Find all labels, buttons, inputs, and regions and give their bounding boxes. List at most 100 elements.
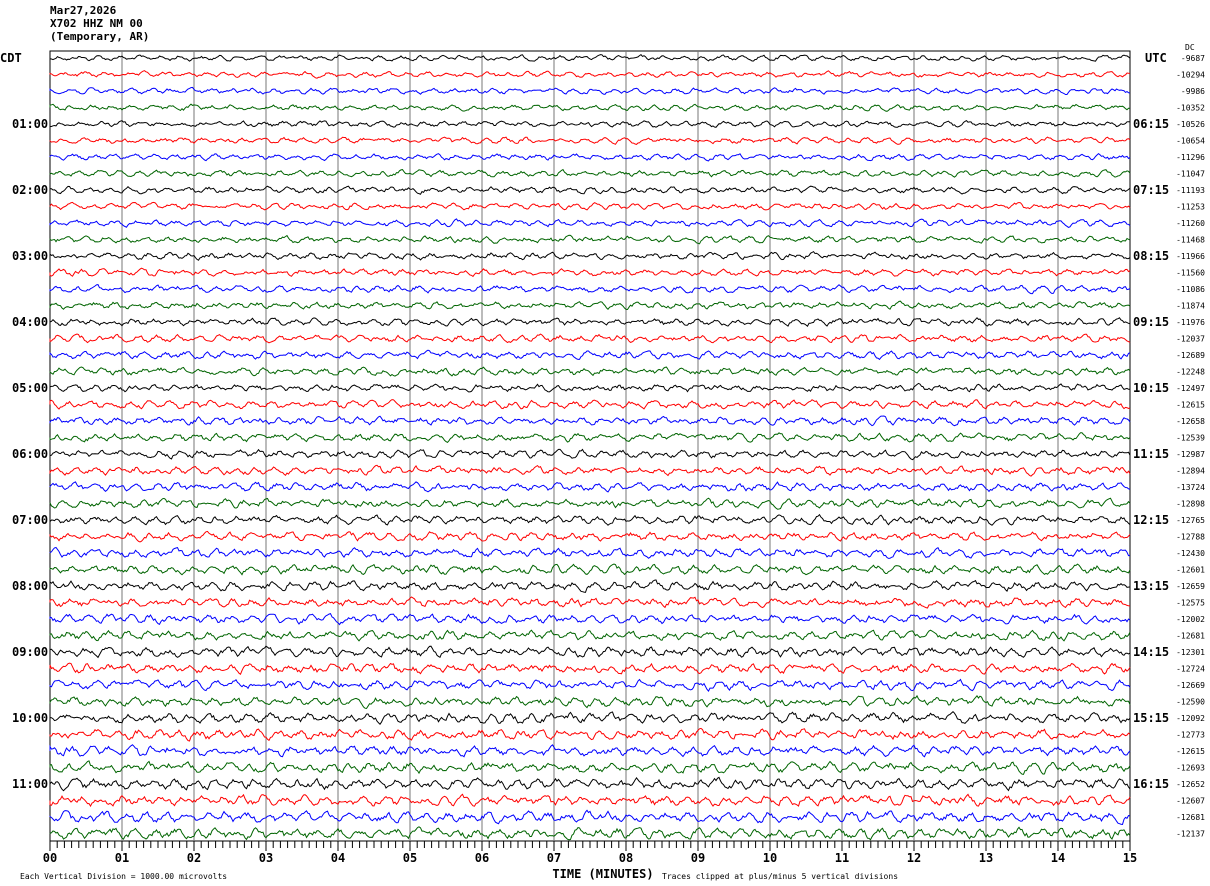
seismic-trace — [49, 481, 1131, 493]
x-tick-label: 12 — [907, 851, 921, 865]
seismic-trace — [49, 70, 1131, 79]
x-tick-label: 07 — [547, 851, 561, 865]
seismic-trace — [49, 448, 1131, 461]
x-tick-label: 14 — [1051, 851, 1065, 865]
left-time-label: 04:00 — [12, 315, 48, 329]
scale-note: Each Vertical Division = 1000.00 microvo… — [20, 872, 227, 881]
dc-offset-label: -11260 — [1176, 219, 1205, 228]
seismic-trace — [49, 464, 1131, 477]
location-label: (Temporary, AR) — [50, 30, 150, 43]
dc-offset-label: -12575 — [1176, 599, 1205, 608]
seismic-trace — [49, 103, 1130, 112]
dc-offset-label: -12659 — [1176, 582, 1205, 591]
dc-offset-label: -12092 — [1176, 714, 1205, 723]
x-tick-label: 03 — [259, 851, 273, 865]
dc-offset-label: -12002 — [1176, 615, 1205, 624]
x-tick-label: 05 — [403, 851, 417, 865]
dc-offset-label: -10654 — [1176, 137, 1205, 146]
seismic-trace — [49, 793, 1131, 808]
seismic-trace — [49, 678, 1131, 693]
x-tick-label: 01 — [115, 851, 129, 865]
dc-offset-label: -12681 — [1176, 813, 1205, 822]
dc-offset-label: -10294 — [1176, 71, 1205, 80]
seismic-trace — [49, 152, 1131, 162]
right-time-label: 16:15 — [1133, 777, 1169, 791]
x-tick-label: 04 — [331, 851, 345, 865]
dc-offset-label: -11874 — [1176, 302, 1205, 311]
dc-offset-label: -12689 — [1176, 351, 1205, 360]
left-time-label: 06:00 — [12, 447, 48, 461]
seismic-trace — [49, 760, 1131, 775]
dc-offset-label: -12724 — [1176, 665, 1205, 674]
x-tick-label: 15 — [1123, 851, 1137, 865]
right-time-label: 11:15 — [1133, 447, 1169, 461]
left-timezone-label: CDT — [0, 51, 22, 65]
dc-offset-label: -10526 — [1176, 120, 1205, 129]
x-axis-label: TIME (MINUTES) — [552, 867, 653, 881]
seismic-trace — [49, 366, 1131, 377]
seismic-trace — [49, 399, 1131, 410]
left-time-label: 10:00 — [12, 711, 48, 725]
seismic-trace — [49, 185, 1131, 195]
seismic-trace — [49, 694, 1131, 710]
x-tick-label: 11 — [835, 851, 849, 865]
right-time-label: 08:15 — [1133, 249, 1169, 263]
dc-offset-label: -12615 — [1176, 747, 1205, 756]
seismic-trace — [49, 629, 1131, 642]
date-label: Mar27,2026 — [50, 4, 117, 17]
dc-offset-label: -12765 — [1176, 516, 1205, 525]
dc-offset-label: -12248 — [1176, 368, 1205, 377]
plot-frame — [49, 50, 1131, 842]
dc-offset-label: -11253 — [1176, 203, 1205, 212]
seismic-trace — [49, 349, 1131, 361]
x-tick-label: 02 — [187, 851, 201, 865]
left-time-label: 02:00 — [12, 183, 48, 197]
dc-offset-label: -12669 — [1176, 681, 1205, 690]
dc-offset-label: -11086 — [1176, 285, 1205, 294]
seismic-trace — [49, 662, 1131, 675]
dc-offset-label: -12037 — [1176, 335, 1205, 344]
seismic-trace — [49, 776, 1131, 792]
seismic-trace — [49, 711, 1131, 725]
seismic-trace — [49, 530, 1131, 543]
seismic-trace — [49, 317, 1131, 327]
x-tick-label: 06 — [475, 851, 489, 865]
dc-offset-label: -12497 — [1176, 384, 1205, 393]
seismic-trace — [49, 415, 1131, 427]
left-time-label: 09:00 — [12, 645, 48, 659]
seismic-trace — [49, 300, 1131, 311]
right-time-label: 10:15 — [1133, 381, 1169, 395]
dc-offset-label: -12301 — [1176, 648, 1205, 657]
left-time-label: 01:00 — [12, 117, 48, 131]
dc-offset-label: -12590 — [1176, 698, 1205, 707]
seismic-trace — [49, 119, 1131, 128]
dc-offset-label: -11966 — [1176, 252, 1205, 261]
dc-offset-label: -12773 — [1176, 731, 1205, 740]
left-time-label: 11:00 — [12, 777, 48, 791]
dc-offset-label: -12693 — [1176, 764, 1205, 773]
x-tick-label: 09 — [691, 851, 705, 865]
dc-header: DC — [1185, 43, 1195, 52]
dc-offset-label: -13724 — [1176, 483, 1205, 492]
seismic-trace — [49, 284, 1131, 295]
seismic-trace — [49, 86, 1131, 95]
seismic-trace — [49, 432, 1131, 444]
right-time-label: 07:15 — [1133, 183, 1169, 197]
station-label: X702 HHZ NM 00 — [50, 17, 143, 30]
seismic-trace — [49, 54, 1131, 62]
dc-offset-label: -11560 — [1176, 269, 1205, 278]
left-time-label: 07:00 — [12, 513, 48, 527]
left-time-label: 03:00 — [12, 249, 48, 263]
right-timezone-label: UTC — [1145, 51, 1167, 65]
right-time-label: 15:15 — [1133, 711, 1169, 725]
seismic-trace — [49, 497, 1131, 510]
dc-offset-label: -12894 — [1176, 467, 1205, 476]
seismic-trace — [49, 727, 1131, 742]
right-time-label: 06:15 — [1133, 117, 1169, 131]
dc-offset-label: -11468 — [1176, 236, 1205, 245]
seismic-trace — [49, 267, 1131, 278]
seismic-trace — [49, 744, 1131, 758]
x-tick-label: 08 — [619, 851, 633, 865]
clip-note: Traces clipped at plus/minus 5 vertical … — [662, 872, 898, 881]
seismic-trace — [49, 168, 1131, 178]
